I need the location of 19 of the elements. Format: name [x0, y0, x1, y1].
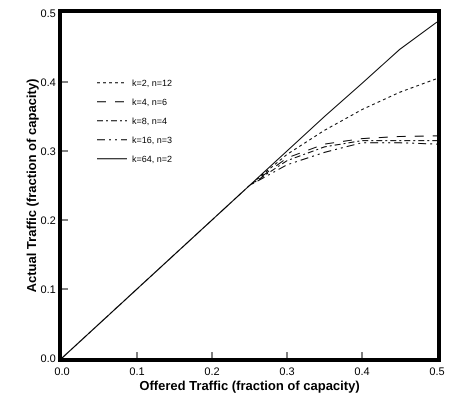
- y-tick-label: 0.3: [40, 146, 56, 158]
- y-tick-label: 0.1: [40, 284, 56, 296]
- legend-label: k=8, n=4: [132, 116, 168, 126]
- y-tick-label: 0.4: [40, 76, 56, 89]
- x-tick-label: 0.0: [54, 366, 70, 378]
- y-axis-title: Actual Traffic (fraction of capacity): [24, 78, 39, 292]
- legend-label: k=2, n=12: [132, 78, 172, 88]
- y-tick-label: 0.2: [40, 214, 56, 227]
- x-tick-label: 0.3: [279, 366, 295, 378]
- y-tick-label: 0.0: [40, 352, 56, 365]
- x-tick-label: 0.5: [429, 366, 445, 378]
- x-axis-title: Offered Traffic (fraction of capacity): [139, 378, 360, 394]
- legend-label: k=4, n=6: [132, 97, 168, 108]
- y-tick-label: 0.5: [40, 8, 56, 20]
- legend-label: k=64, n=2: [132, 154, 172, 164]
- x-tick-label: 0.1: [129, 366, 145, 378]
- x-tick-label: 0.2: [204, 366, 220, 378]
- legend-label: k=16, n=3: [132, 135, 172, 146]
- x-tick-label: 0.4: [354, 366, 370, 378]
